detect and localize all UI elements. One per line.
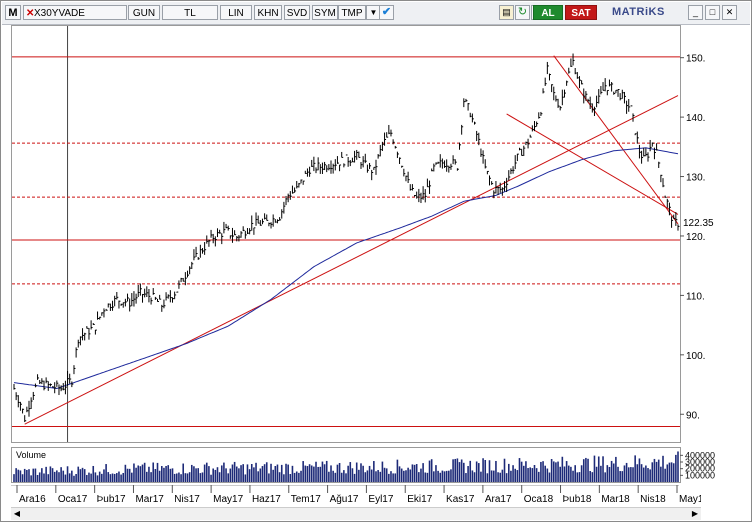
current-price-label: 122.35	[683, 218, 714, 229]
volume-tick-label: 200000	[685, 464, 715, 474]
period-button[interactable]: GUN	[128, 5, 160, 20]
x-tick-label: Eki17	[407, 494, 432, 505]
volume-tick-label: 300000	[685, 457, 715, 467]
close-icon: ✕	[26, 8, 35, 19]
sell-button[interactable]: SAT	[565, 5, 597, 20]
window-close-icon[interactable]: ✕	[722, 5, 737, 20]
x-tick-label: Mar17	[135, 494, 164, 505]
volume-tick-label: 100000	[685, 470, 715, 480]
refresh-icon[interactable]: ↻	[515, 5, 530, 20]
y-tick-label: 90.	[686, 410, 700, 421]
y-tick-label: 130.	[686, 173, 705, 184]
x-tick-label: Tem17	[291, 494, 321, 505]
y-tick-label: 110.	[686, 291, 705, 302]
sym-button[interactable]: SYM	[312, 5, 338, 20]
x-tick-label: Oca18	[524, 494, 554, 505]
price-axis: 90. 100. 110. 120. 130. 140. 150. 122.35	[680, 54, 714, 421]
x-tick-label: Nis18	[640, 494, 666, 505]
volume-series	[13, 451, 679, 482]
settings-icon[interactable]: ▤	[499, 5, 514, 20]
price-plot-area[interactable]	[11, 25, 681, 443]
y-tick-label: 100.	[686, 351, 705, 362]
symbol-button[interactable]: ✕X30YVADE	[23, 5, 127, 20]
y-tick-label: 150.	[686, 54, 705, 65]
volume-chart	[13, 451, 679, 482]
trend-line	[24, 95, 679, 425]
scroll-left-icon[interactable]: ◀	[13, 509, 21, 518]
x-tick-label: Ara16	[19, 494, 46, 505]
x-tick-label: Þub17	[97, 494, 126, 505]
app-menu-button[interactable]: M	[5, 5, 21, 20]
x-tick-label: Kas17	[446, 494, 475, 505]
toolbar: M ✕X30YVADE GUN TL LIN KHN SVD SYM TMP ▼…	[2, 2, 750, 25]
x-tick-label: Oca17	[58, 494, 88, 505]
x-tick-label: Eyl17	[368, 494, 393, 505]
buy-button[interactable]: AL	[533, 5, 563, 20]
check-icon[interactable]: ✔	[379, 5, 394, 20]
y-tick-label: 120.	[686, 232, 705, 243]
volume-panel: Volume	[11, 447, 681, 483]
template-button[interactable]: TMP	[338, 5, 366, 20]
y-tick-label: 140.	[686, 113, 705, 124]
volume-title: Volume	[14, 450, 49, 460]
scroll-right-icon[interactable]: ▶	[691, 509, 699, 518]
x-tick-label: Ağu17	[330, 494, 359, 505]
currency-button[interactable]: TL	[162, 5, 218, 20]
trend-line	[553, 55, 679, 225]
moving-average-line	[13, 147, 679, 390]
time-axis: Ara16 Oca17 Þub17 Mar17 Nis17 May17 Haz17 Tem17…	[11, 485, 701, 505]
x-tick-label: Ara17	[485, 494, 512, 505]
x-tick-label: May18	[679, 494, 701, 505]
khn-button[interactable]: KHN	[254, 5, 282, 20]
svd-button[interactable]: SVD	[284, 5, 310, 20]
minimize-icon[interactable]: _	[688, 5, 703, 20]
linear-button[interactable]: LIN	[220, 5, 252, 20]
trend-line	[506, 113, 679, 215]
x-tick-label: May17	[213, 494, 243, 505]
x-tick-label: Þub18	[563, 494, 592, 505]
price-chart	[12, 26, 680, 442]
horizontal-scrollbar[interactable]: ◀ ▶	[11, 507, 701, 520]
price-series	[13, 53, 680, 423]
x-tick-label: Mar18	[601, 494, 630, 505]
maximize-icon[interactable]: □	[705, 5, 720, 20]
brand-logo: MATRiKS	[612, 6, 665, 18]
x-tick-label: Haz17	[252, 494, 281, 505]
symbol-label: X30YVADE	[34, 8, 85, 19]
volume-tick-label: 400000	[685, 450, 715, 460]
x-tick-label: Nis17	[174, 494, 200, 505]
